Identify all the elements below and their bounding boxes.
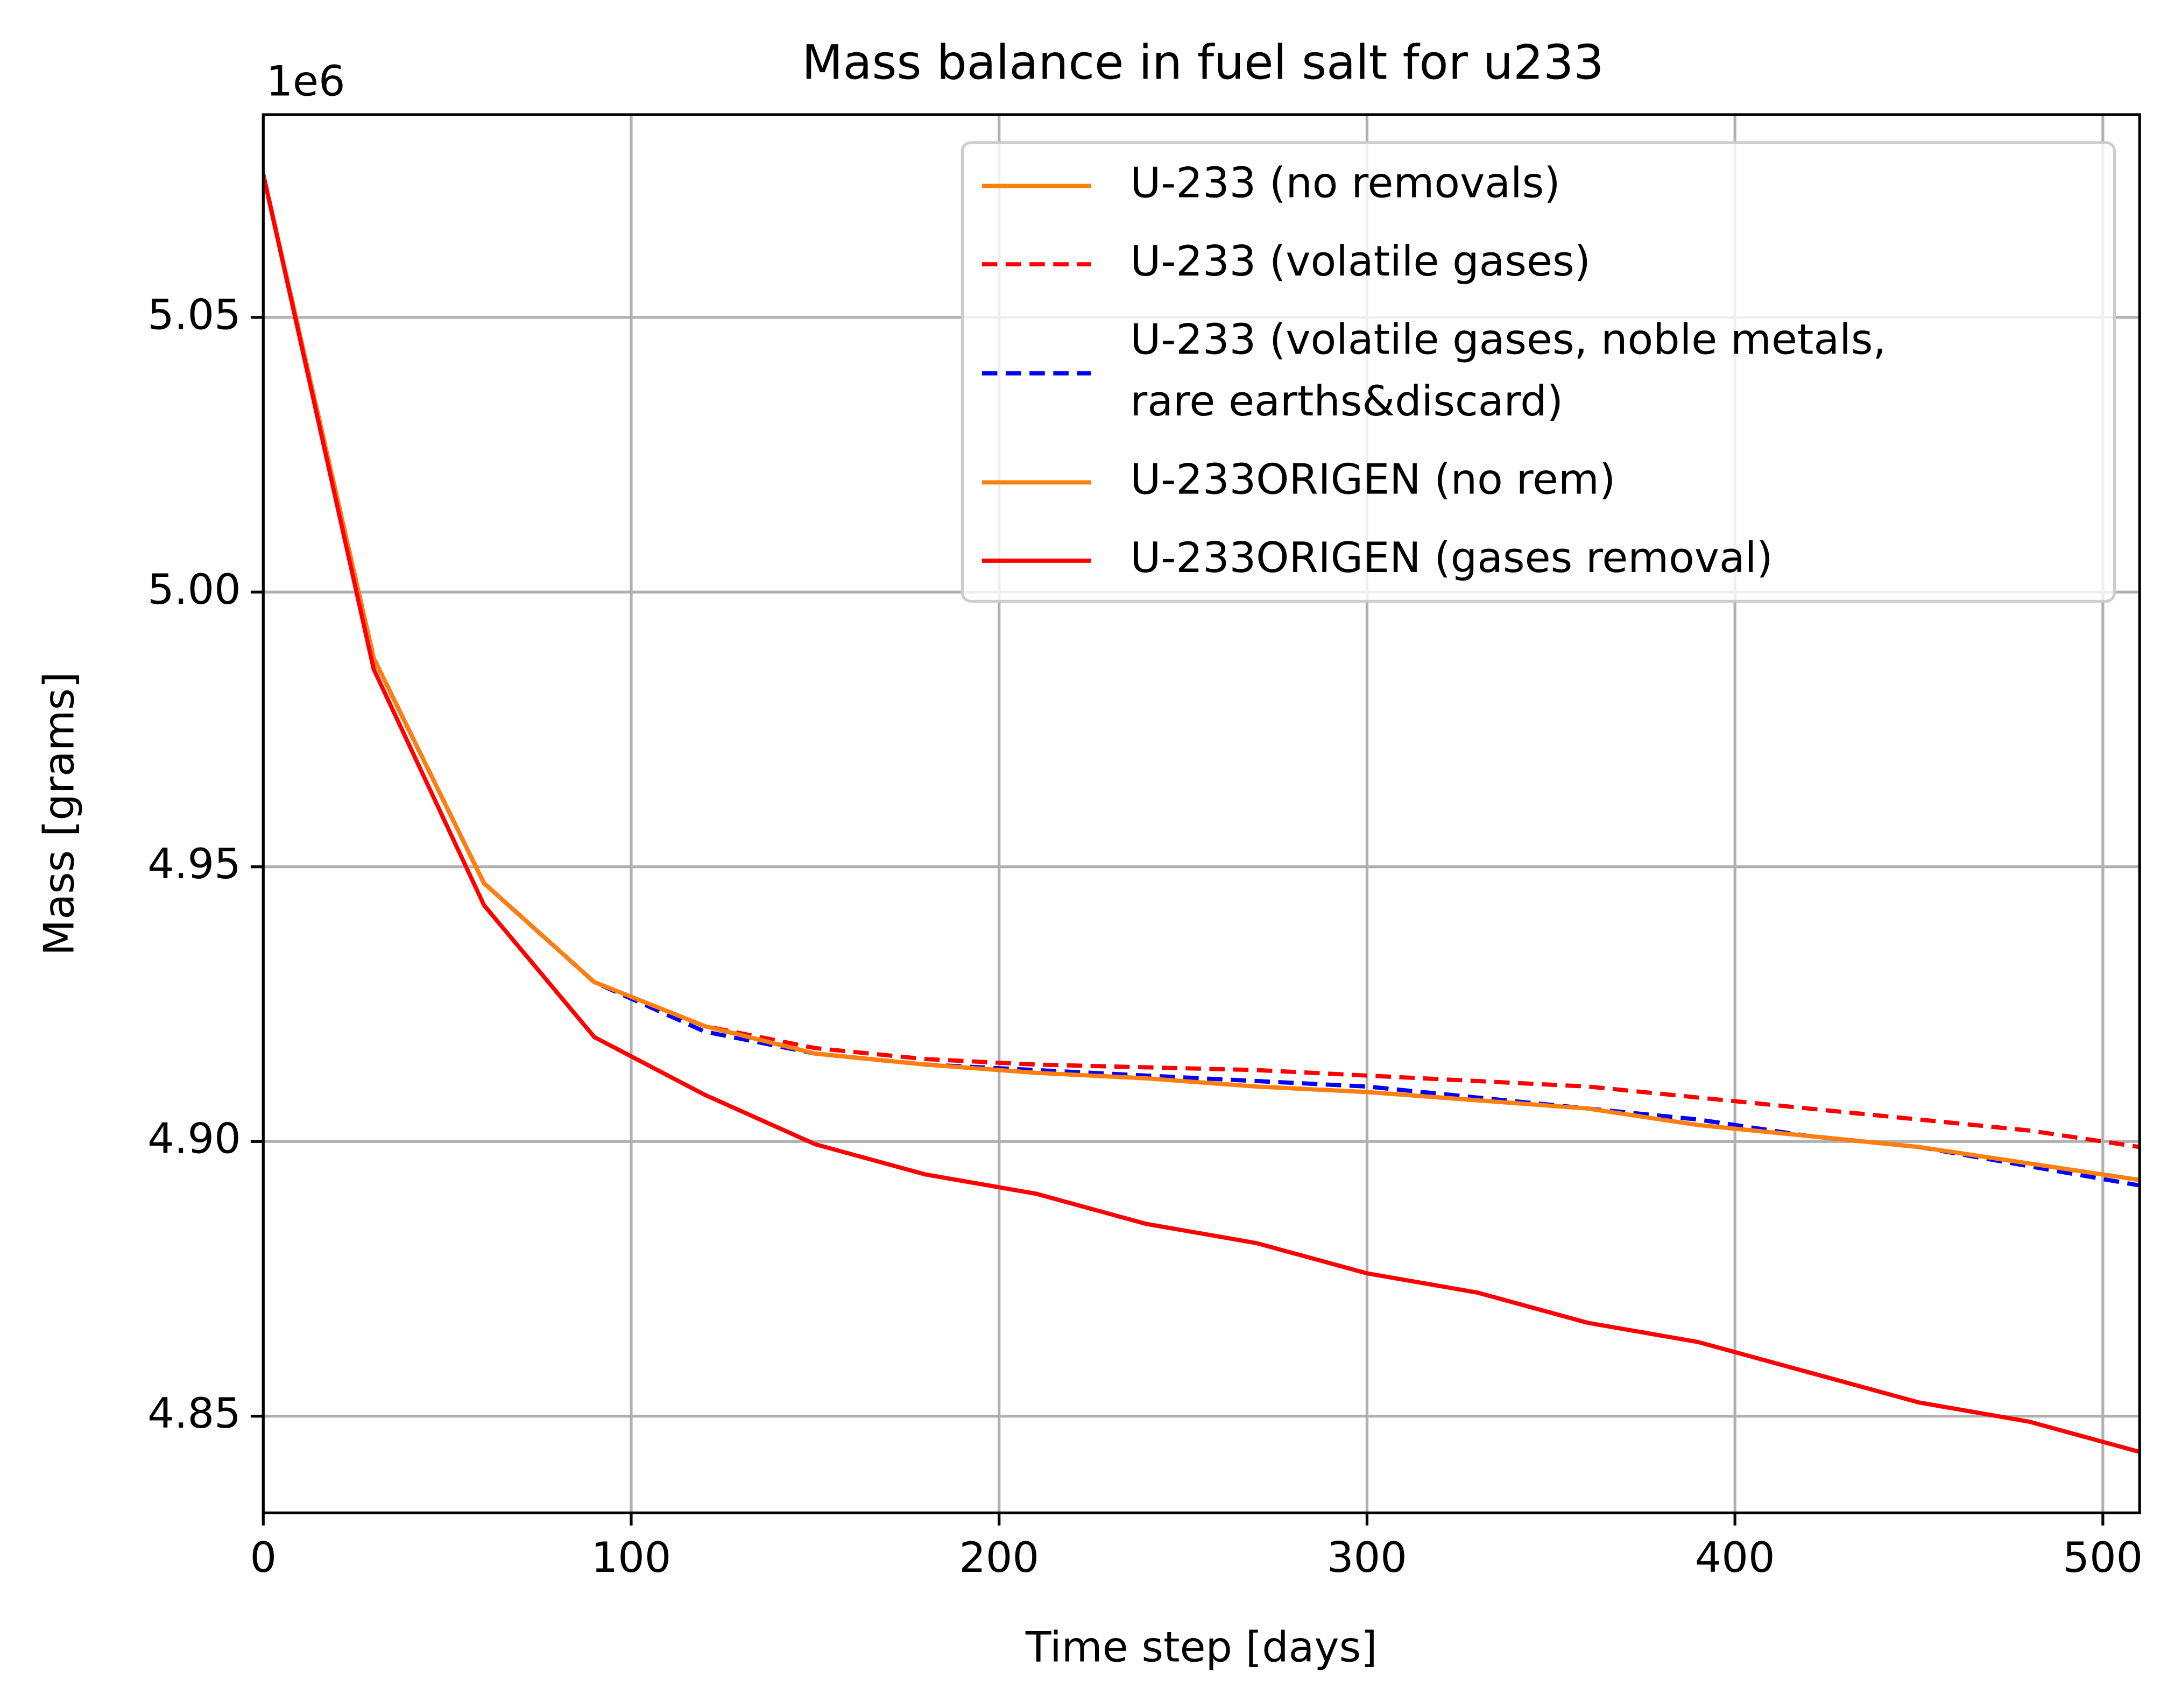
x-axis-label: Time step [days] [1025,1624,1378,1672]
legend-label: U-233ORIGEN (no rem) [1130,456,1615,504]
y-offset: 1e6 [266,57,345,105]
legend-label: U-233 (volatile gases, noble metals, rare… [1130,316,1886,426]
x-tick-label: 0 [250,1534,277,1582]
x-tick-label: 200 [959,1534,1039,1582]
x-tick-label: 100 [591,1534,672,1582]
y-tick-label: 4.85 [147,1389,241,1438]
axes-frame [262,113,2141,1515]
y-tick-label: 5.00 [147,566,241,614]
x-tick-label: 400 [1695,1534,1775,1582]
y-tick-label: 5.05 [147,291,241,339]
chart-title: Mass balance in fuel salt for u233 [802,35,1604,90]
y-axis-label: Mass [grams] [36,672,84,956]
series-line [263,174,2140,1182]
legend-label: U-233ORIGEN (gases removal) [1130,534,1773,582]
y-tick-label: 4.95 [147,840,241,888]
legend-label: U-233 (volatile gases) [1130,238,1591,286]
y-tick-label: 4.90 [147,1115,241,1163]
x-tick-label: 300 [1327,1534,1407,1582]
legend-box [961,141,2116,603]
x-tick-label: 500 [2063,1534,2143,1582]
series-line [263,174,2140,1454]
legend-label: U-233 (no removals) [1130,159,1560,208]
legend: U-233 (no removals) U-233 (volatile gases… [961,141,2116,603]
